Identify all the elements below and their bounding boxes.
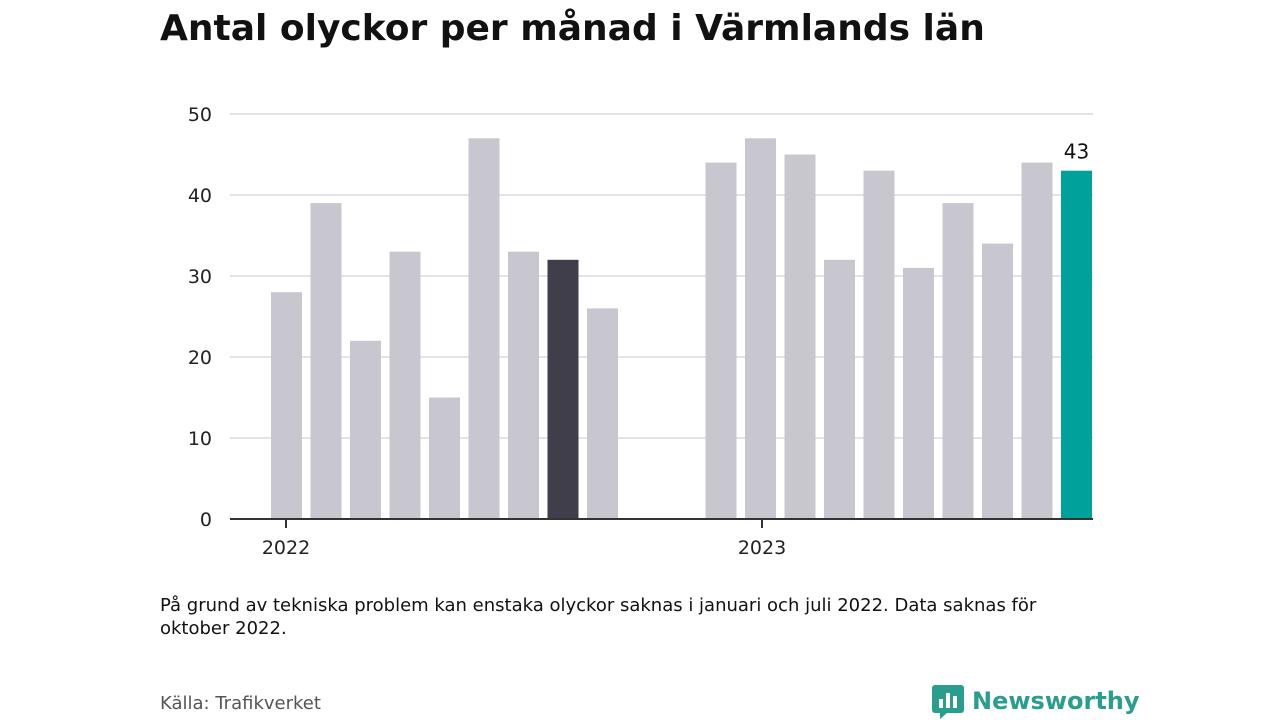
bar <box>1021 162 1053 519</box>
bar <box>705 162 737 519</box>
bar <box>1061 170 1092 519</box>
bar <box>350 340 381 519</box>
bar <box>784 154 816 519</box>
bar <box>468 138 500 520</box>
y-tick-label: 50 <box>188 104 212 126</box>
y-tick-label: 10 <box>188 428 212 450</box>
bar <box>942 203 974 519</box>
bar <box>982 243 1013 519</box>
bar <box>587 308 618 519</box>
year-label: 2022 <box>262 537 310 559</box>
y-axis-tick-labels: 0 10 20 30 40 50 <box>188 104 212 531</box>
bar <box>547 259 579 519</box>
bar <box>745 138 776 520</box>
data-labels: 43 <box>1064 140 1089 164</box>
chart-title: Antal olyckor per månad i Värmlands län <box>160 8 985 49</box>
bar <box>863 170 895 519</box>
brand-logo: Newsworthy <box>932 683 1140 719</box>
newsworthy-logo-icon <box>932 685 964 719</box>
chart-note: På grund av tekniska problem kan enstaka… <box>160 595 1037 639</box>
source-credit: Källa: Trafikverket <box>160 693 321 714</box>
y-tick-label: 30 <box>188 266 212 288</box>
bar <box>271 292 302 519</box>
y-tick-label: 40 <box>188 185 212 207</box>
bar <box>508 251 539 519</box>
y-tick-label: 0 <box>200 509 212 531</box>
x-axis-year-labels: 2022 2023 <box>262 519 786 559</box>
bar <box>310 203 342 519</box>
bar <box>824 259 855 519</box>
y-tick-label: 20 <box>188 347 212 369</box>
bar-chart: 0 10 20 30 40 50 2022 2023 43 <box>188 104 1093 559</box>
bar <box>389 251 421 519</box>
bars <box>271 138 1092 520</box>
brand-name: Newsworthy <box>972 687 1140 715</box>
bar <box>429 397 460 519</box>
highlight-data-label: 43 <box>1064 140 1089 164</box>
bar <box>903 267 934 519</box>
year-label: 2023 <box>738 537 786 559</box>
